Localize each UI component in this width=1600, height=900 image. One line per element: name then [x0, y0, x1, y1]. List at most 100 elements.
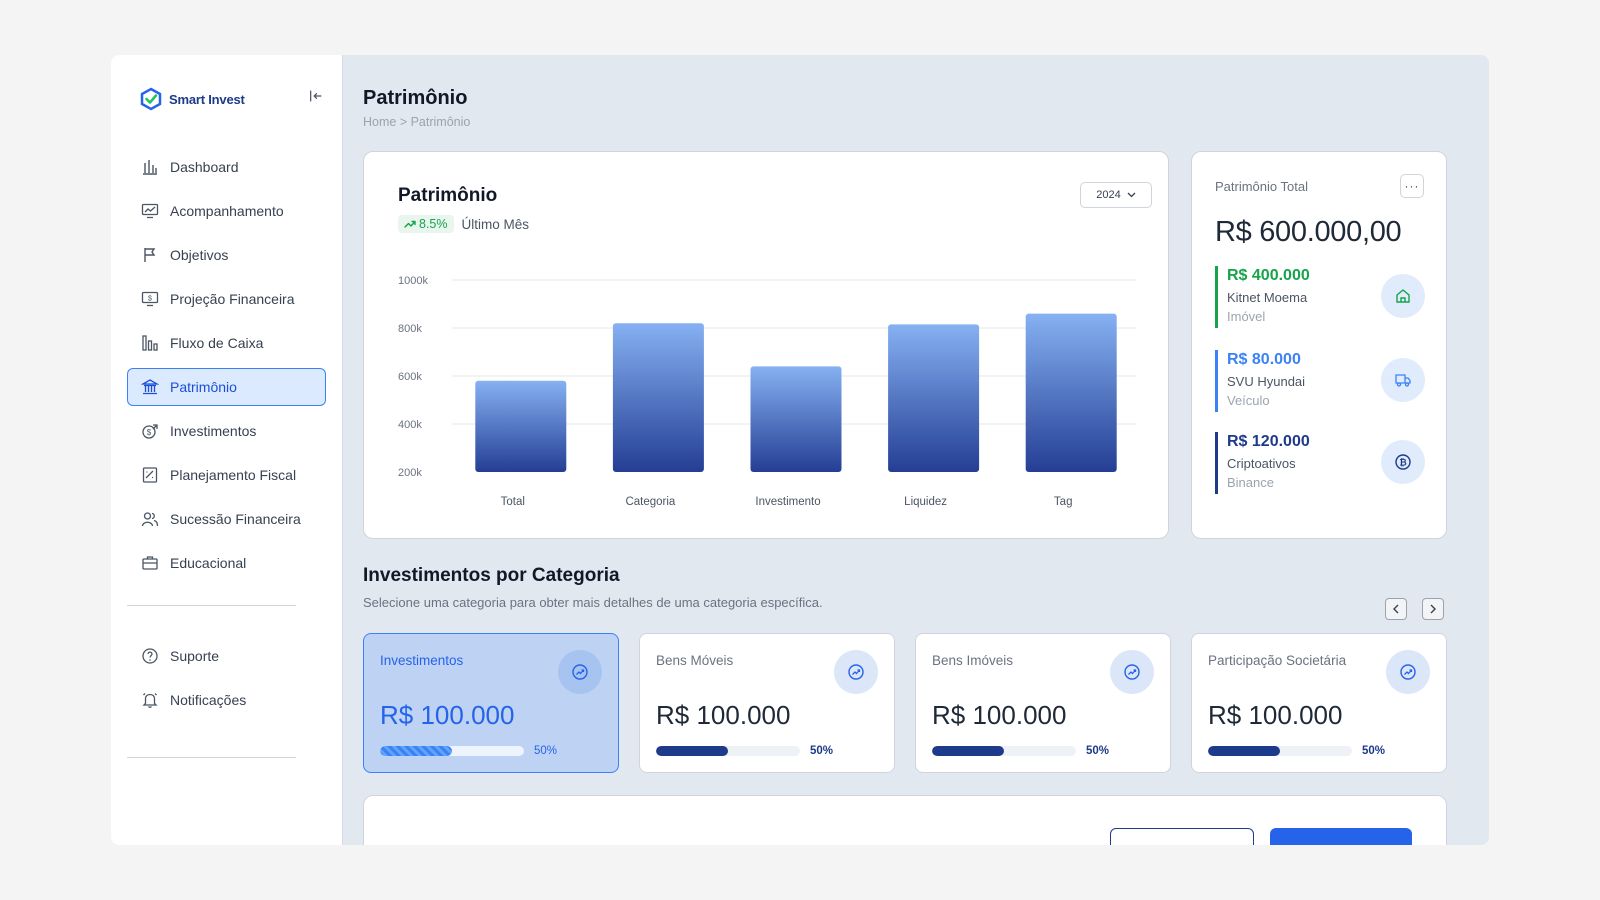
category-label: Bens Móveis [656, 653, 734, 668]
category-card[interactable]: Bens Imóveis R$ 100.000 50% [915, 633, 1171, 773]
category-progress-fill [1208, 746, 1280, 756]
category-percent: 50% [1086, 745, 1110, 757]
sidebar-item-planejamento-fiscal[interactable]: Planejamento Fiscal [127, 456, 326, 494]
category-label: Bens Imóveis [932, 653, 1014, 668]
svg-text:$: $ [147, 428, 152, 437]
logo[interactable]: Smart Invest [139, 87, 245, 111]
sidebar-item-label: Sucessão Financeira [170, 511, 301, 527]
year-select-value: 2024 [1096, 189, 1121, 201]
breadcrumb[interactable]: Home > Patrimônio [363, 115, 471, 129]
more-options-button[interactable]: ··· [1400, 174, 1424, 198]
sidebar-item-fluxo-de-caixa[interactable]: Fluxo de Caixa [127, 324, 326, 362]
asset-item[interactable]: R$ 400.000 Kitnet Moema Imóvel [1215, 266, 1425, 328]
main-content: Patrimônio Home > Patrimônio 1000k 800k 60… [343, 55, 1489, 845]
category-card[interactable]: Investimentos R$ 100.000 50% [363, 633, 619, 773]
sidebar-item-label: Acompanhamento [170, 203, 284, 219]
sidebar-item-suporte[interactable]: Suporte [127, 637, 326, 675]
sidebar-item-label: Projeção Financeira [170, 291, 295, 307]
category-progress [1208, 746, 1352, 756]
app-name-rest: Invest [204, 91, 245, 107]
sidebar-item-notificacoes[interactable]: Notificações [127, 681, 326, 719]
columns-icon [141, 334, 159, 352]
bar-investimento[interactable] [750, 366, 842, 472]
sidebar-divider [127, 757, 296, 758]
sidebar-item-label: Fluxo de Caixa [170, 335, 264, 351]
asset-item[interactable]: R$ 120.000 Criptoativos Binance ₿ [1215, 432, 1425, 494]
bar-liquidez[interactable] [888, 324, 980, 472]
category-progress [656, 746, 800, 756]
svg-text:₿: ₿ [1399, 458, 1406, 468]
briefcase-icon [141, 554, 159, 572]
details-card [363, 795, 1447, 845]
y-tick-label: 1000k [398, 275, 428, 287]
sidebar-item-projecao-financeira[interactable]: $ Projeção Financeira [127, 280, 326, 318]
asset-category: Binance [1227, 475, 1274, 490]
tax-doc-icon [141, 466, 159, 484]
asset-item[interactable]: R$ 80.000 SVU Hyundai Veículo [1215, 350, 1425, 412]
asset-category: Veículo [1227, 393, 1270, 408]
sidebar-item-label: Notificações [170, 692, 247, 708]
bank-icon [141, 378, 159, 396]
sidebar-item-dashboard[interactable]: Dashboard [127, 148, 326, 186]
monitor-chart-icon [141, 202, 159, 220]
sidebar-item-educacional[interactable]: Educacional [127, 544, 326, 582]
total-label: Patrimônio Total [1215, 179, 1308, 194]
app-window: Smart Invest Dashboard Acompanhamento Obje… [111, 55, 1489, 845]
chart-title: Patrimônio [398, 185, 498, 206]
sidebar-item-acompanhamento[interactable]: Acompanhamento [127, 192, 326, 230]
logo-icon [140, 87, 162, 111]
next-page-button[interactable] [1422, 598, 1444, 620]
coin-arrow-icon: $ [141, 422, 159, 440]
category-progress [380, 746, 524, 756]
asset-name: SVU Hyundai [1227, 374, 1306, 389]
truck-icon [1381, 358, 1425, 402]
bar-chart: 1000k 800k 600k 400k 200k Total Categoria Inves… [398, 275, 1136, 508]
trend-value: 8.5% [419, 217, 448, 231]
trend-badge: 8.5% [398, 215, 454, 233]
bitcoin-icon: ₿ [1381, 440, 1425, 484]
chevron-right-icon [1430, 604, 1436, 614]
sidebar-divider [127, 605, 296, 606]
category-label: Investimentos [380, 653, 464, 668]
bar-categoria[interactable] [612, 323, 704, 472]
trend-circle-icon [1386, 650, 1430, 694]
category-card[interactable]: Bens Móveis R$ 100.000 50% [639, 633, 895, 773]
sidebar-nav: Dashboard Acompanhamento Objetivos $ Projeçã… [127, 148, 326, 588]
asset-value: R$ 80.000 [1227, 351, 1301, 368]
collapse-sidebar-icon[interactable] [308, 88, 326, 106]
category-card[interactable]: Participação Societária R$ 100.000 50% [1191, 633, 1447, 773]
category-progress-fill [380, 746, 452, 756]
prev-page-button[interactable] [1385, 598, 1407, 620]
year-select[interactable]: 2024 [1080, 182, 1152, 208]
category-progress-fill [656, 746, 728, 756]
bar-tag[interactable] [1025, 313, 1117, 472]
category-percent: 50% [534, 745, 558, 757]
sidebar-item-patrimonio[interactable]: Patrimônio [127, 368, 326, 406]
secondary-action-button[interactable] [1110, 828, 1254, 845]
category-percent: 50% [810, 745, 834, 757]
sidebar-item-objetivos[interactable]: Objetivos [127, 236, 326, 274]
patrimonio-total-card: Patrimônio Total ··· R$ 600.000,00 R$ 40… [1191, 151, 1447, 539]
category-percent: 50% [1362, 745, 1386, 757]
trend-circle-icon [558, 650, 602, 694]
bar-total[interactable] [475, 380, 567, 472]
sidebar-item-sucessao-financeira[interactable]: Sucessão Financeira [127, 500, 326, 538]
sidebar: Smart Invest Dashboard Acompanhamento Obje… [111, 55, 343, 845]
sidebar-item-label: Patrimônio [170, 379, 237, 395]
section-subtitle: Selecione uma categoria para obter mais … [363, 595, 823, 610]
x-tick-label: Total [501, 496, 525, 508]
category-label: Participação Societária [1208, 653, 1347, 668]
y-tick-label: 200k [398, 467, 422, 479]
y-tick-label: 400k [398, 419, 422, 431]
dollar-screen-icon: $ [141, 290, 159, 308]
x-tick-label: Investimento [755, 496, 820, 508]
x-tick-label: Tag [1054, 496, 1073, 508]
y-tick-label: 800k [398, 323, 422, 335]
primary-action-button[interactable] [1270, 828, 1412, 845]
category-value: R$ 100.000 [932, 700, 1067, 730]
trend-circle-icon [1110, 650, 1154, 694]
asset-value: R$ 120.000 [1227, 433, 1310, 450]
sidebar-item-investimentos[interactable]: $ Investimentos [127, 412, 326, 450]
chevron-left-icon [1393, 604, 1399, 614]
category-progress [932, 746, 1076, 756]
